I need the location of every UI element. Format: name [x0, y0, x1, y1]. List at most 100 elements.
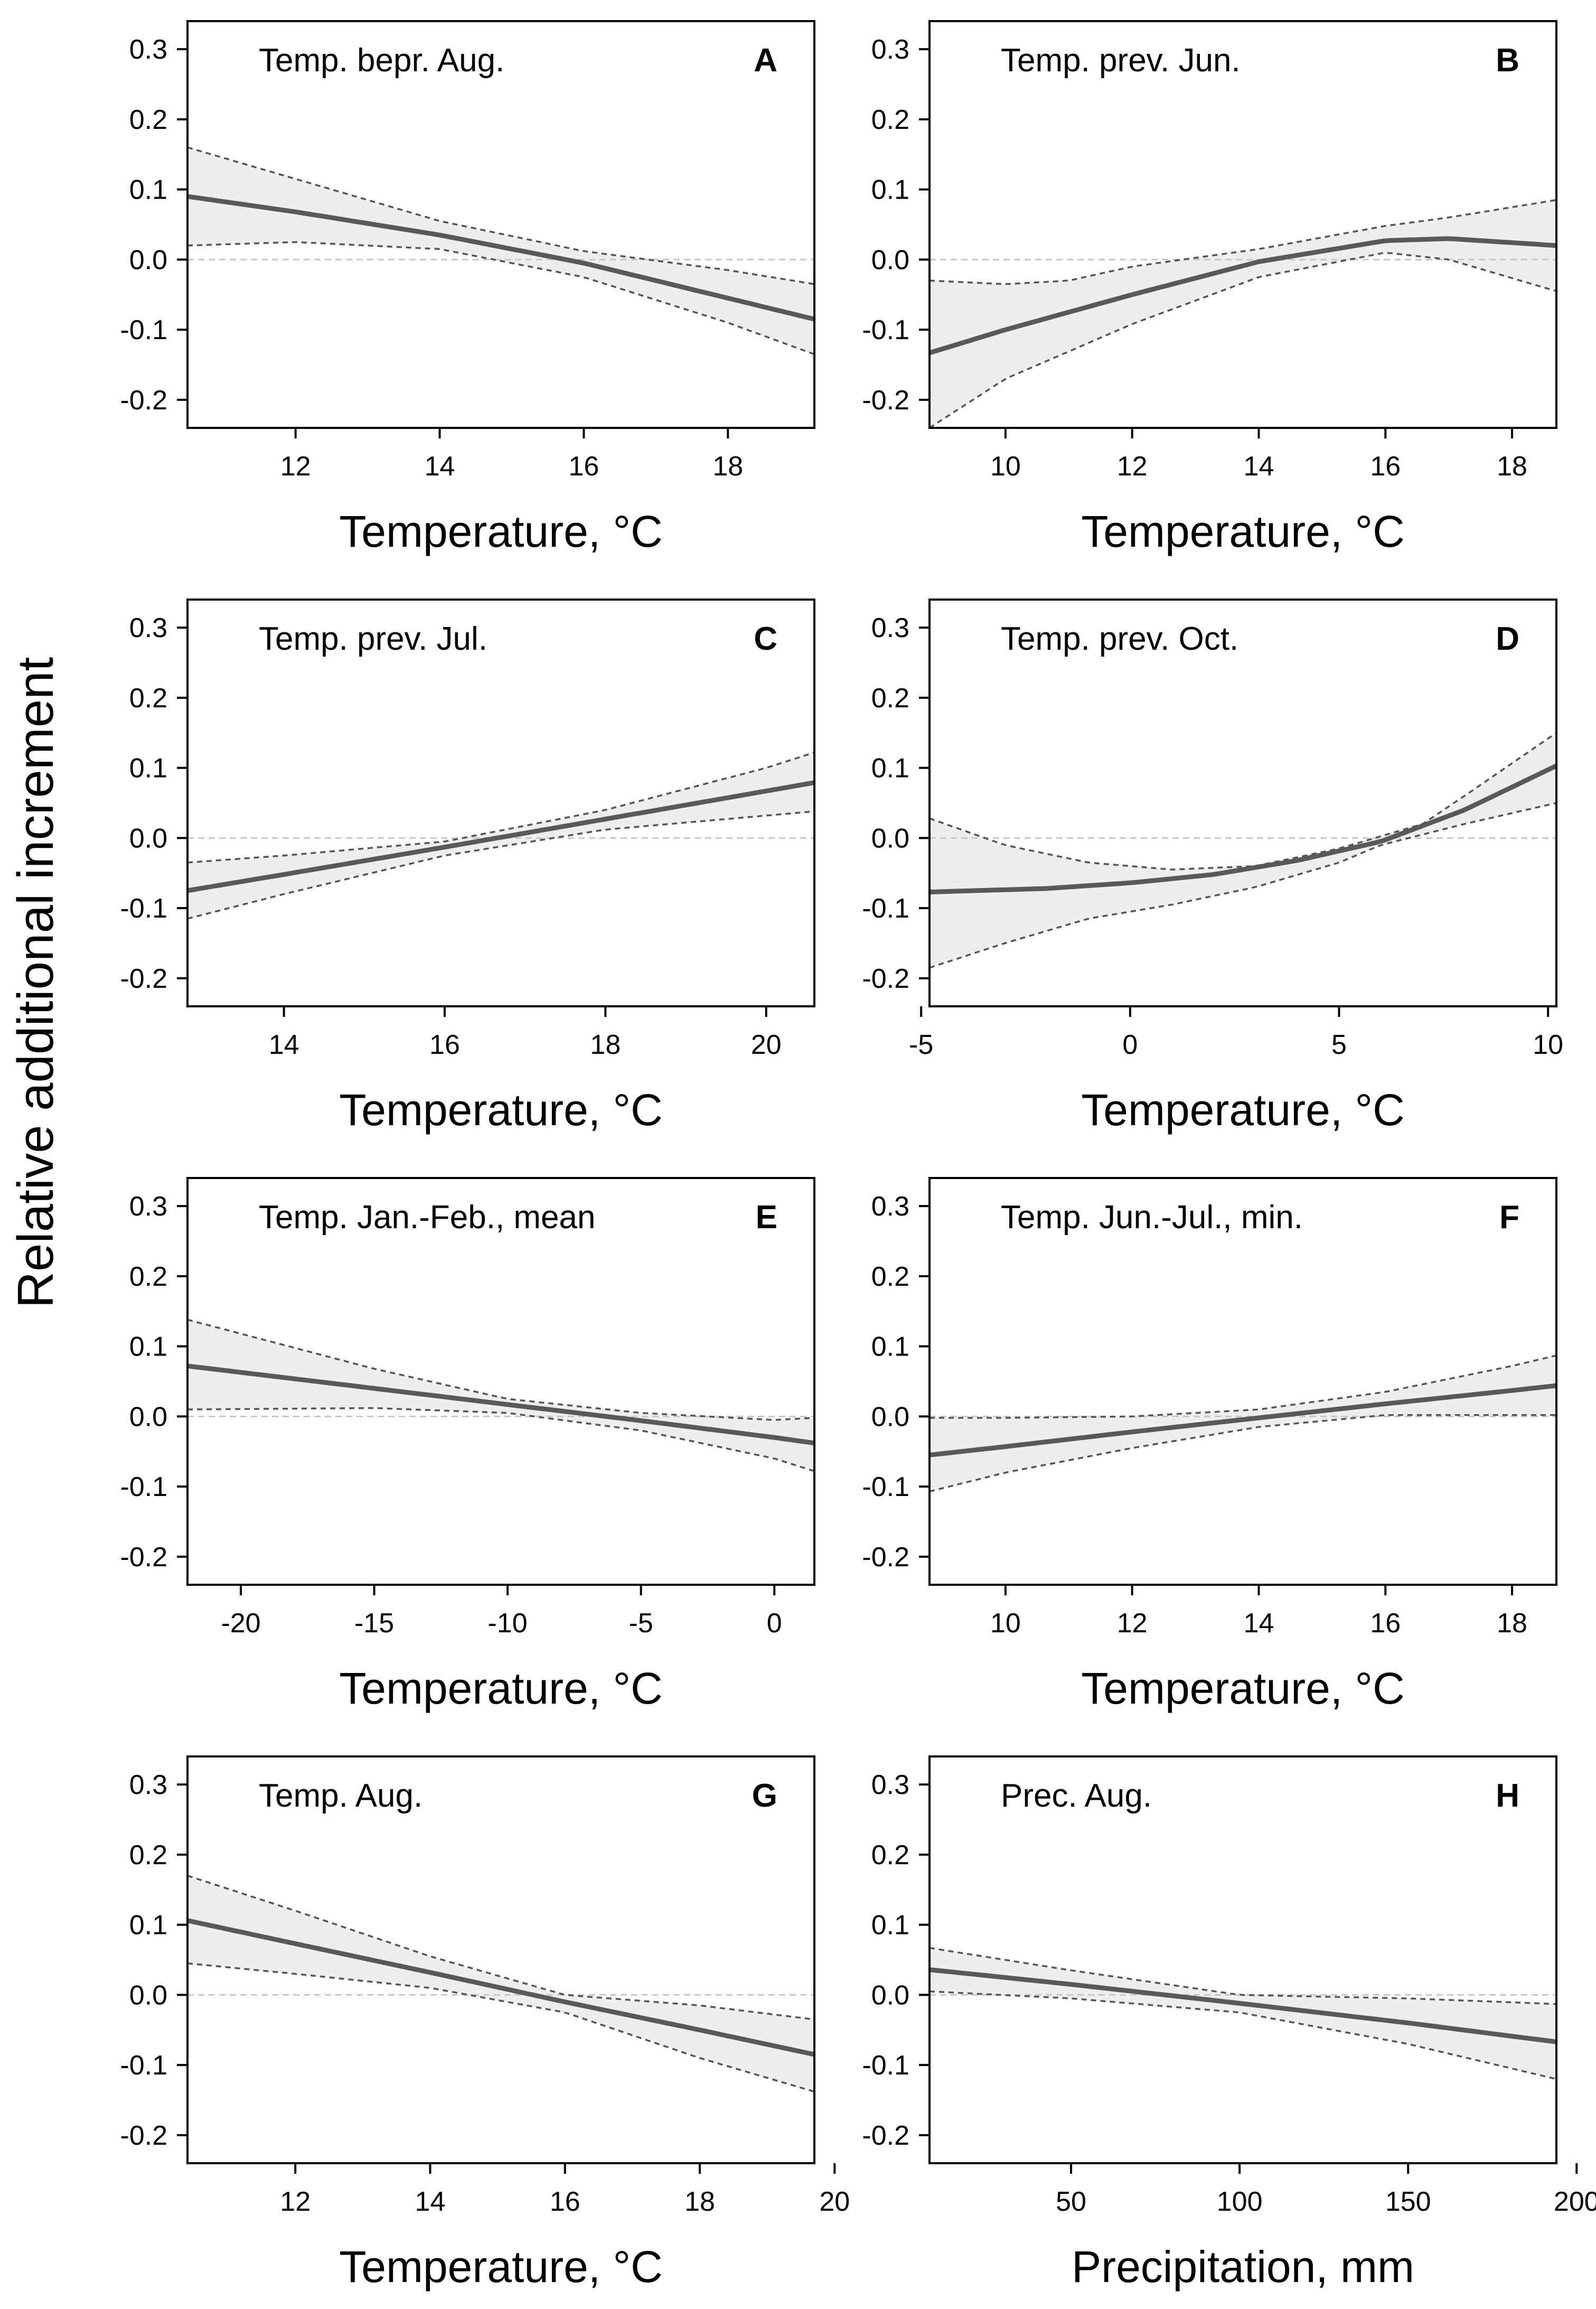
x-tick-label-g: 18 [684, 2186, 715, 2217]
fit-line-b [928, 236, 1557, 356]
y-tick-label-h: -0.1 [862, 2050, 909, 2081]
y-tick-label-c: -0.2 [120, 964, 167, 994]
x-tick-label-f: 18 [1497, 1608, 1527, 1639]
x-tick-label-b: 12 [1117, 451, 1148, 482]
plot-frame-b [928, 20, 1557, 429]
y-tick-label-c: 0.2 [129, 683, 167, 714]
x-axis-title-b: Temperature, °C [1081, 507, 1405, 556]
fit-line-d [929, 763, 1557, 895]
y-tick-label-e: 0.2 [129, 1261, 167, 1292]
y-tick-label-a: 0.1 [129, 175, 167, 205]
ci-band-b [930, 200, 1556, 428]
x-tick-label-d: 0 [1122, 1030, 1138, 1060]
ci-lower-line-c [187, 810, 815, 920]
plot-frame-c [186, 599, 815, 1007]
x-tick-label-a: 16 [568, 451, 599, 482]
y-tick-label-c: 0.1 [129, 753, 167, 784]
y-tick-label-f: 0.0 [871, 1401, 909, 1432]
x-tick-label-a: 14 [425, 451, 455, 482]
ci-upper-line-a [187, 146, 815, 285]
y-tick-label-f: -0.2 [862, 1542, 909, 1573]
x-tick-label-c: 18 [590, 1030, 621, 1060]
panel-title-d: Temp. prev. Oct. [1001, 621, 1238, 657]
y-tick-label-g: -0.1 [120, 2050, 167, 2081]
fit-line-e [187, 1363, 815, 1446]
x-tick-label-c: 16 [429, 1030, 460, 1060]
panel-b: -0.2 -0.1 0.0 0.1 0.2 0.3 10 12 14 16 18 Temperatur… [862, 20, 1557, 556]
y-tick-label-g: 0.0 [129, 1980, 167, 2011]
x-tick-label-e: -15 [354, 1608, 394, 1639]
panel-title-h: Prec. Aug. [1001, 1778, 1152, 1814]
y-tick-label-h: 0.1 [871, 1910, 909, 1941]
plot-frame-h [928, 1755, 1557, 2164]
y-tick-label-e: 0.1 [129, 1332, 167, 1362]
y-tick-label-a: 0.3 [129, 34, 167, 65]
plot-frame-f [928, 1177, 1557, 1586]
x-tick-label-b: 18 [1497, 451, 1527, 482]
fit-line-a [187, 194, 815, 322]
y-tick-label-e: 0.3 [129, 1191, 167, 1222]
x-tick-label-d: -5 [909, 1030, 933, 1060]
panel-title-a: Temp. bepr. Aug. [259, 42, 504, 79]
ci-lower-line-f [929, 1414, 1556, 1493]
x-tick-label-g: 20 [819, 2186, 850, 2217]
y-tick-label-f: 0.2 [871, 1261, 909, 1292]
x-tick-label-h: 100 [1217, 2186, 1263, 2217]
ci-band-f [930, 1355, 1556, 1492]
x-tick-label-g: 16 [550, 2186, 580, 2217]
x-tick-label-d: 5 [1331, 1030, 1347, 1060]
fit-line-h [929, 1967, 1557, 2044]
x-tick-label-g: 14 [415, 2186, 446, 2217]
ci-band-g [187, 1875, 814, 2092]
y-tick-label-d: 0.0 [871, 823, 909, 854]
plot-frame-g [186, 1755, 815, 2164]
ci-lower-line-a [187, 241, 815, 356]
ci-lower-line-b [929, 251, 1557, 429]
x-tick-label-f: 12 [1117, 1608, 1148, 1639]
ci-band-e [187, 1320, 814, 1471]
y-tick-label-e: -0.1 [120, 1472, 167, 1502]
ci-upper-line-e [187, 1319, 815, 1421]
ci-upper-line-d [929, 732, 1557, 871]
fit-line-g [187, 1918, 815, 2057]
ci-upper-line-c [187, 751, 815, 864]
panel-letter-a: A [754, 42, 777, 79]
x-axis-title-d: Temperature, °C [1081, 1085, 1405, 1135]
x-tick-label-e: -5 [629, 1608, 653, 1639]
ci-lower-line-e [187, 1407, 815, 1472]
y-tick-label-g: 0.2 [129, 1840, 167, 1871]
y-tick-label-b: -0.2 [862, 385, 909, 416]
y-tick-label-h: 0.0 [871, 1980, 909, 2011]
x-tick-label-c: 14 [269, 1030, 299, 1060]
x-tick-label-c: 20 [751, 1030, 782, 1060]
x-axis-title-e: Temperature, °C [339, 1663, 663, 1713]
x-tick-label-f: 10 [990, 1608, 1021, 1639]
panel-title-g: Temp. Aug. [259, 1778, 423, 1814]
y-tick-label-b: 0.3 [871, 34, 909, 65]
y-tick-label-a: 0.0 [129, 245, 167, 275]
fit-line-f [929, 1383, 1557, 1457]
ci-upper-line-b [929, 199, 1557, 285]
panel-title-f: Temp. Jun.-Jul., min. [1001, 1199, 1303, 1236]
y-tick-label-d: 0.3 [871, 613, 909, 643]
x-tick-label-b: 16 [1370, 451, 1401, 482]
y-tick-label-g: 0.1 [129, 1910, 167, 1941]
ci-lower-line-d [929, 802, 1557, 969]
x-tick-label-h: 150 [1385, 2186, 1431, 2217]
y-tick-label-h: 0.2 [871, 1840, 909, 1871]
y-tick-label-e: 0.0 [129, 1401, 167, 1432]
y-tick-label-b: 0.1 [871, 175, 909, 205]
y-tick-label-d: -0.2 [862, 964, 909, 994]
plot-frame-e [186, 1177, 815, 1586]
ci-lower-line-h [929, 1990, 1557, 2080]
plot-frame-a [186, 20, 815, 429]
x-tick-label-e: -20 [221, 1608, 260, 1639]
y-tick-label-a: -0.2 [120, 385, 167, 416]
ci-band-h [930, 1948, 1556, 2079]
panels-group: -0.2 -0.1 0.0 0.1 0.2 0.3 12 14 16 18 Temperature,… [120, 20, 1596, 2292]
y-tick-label-c: -0.1 [120, 893, 167, 924]
y-tick-label-g: -0.2 [120, 2120, 167, 2151]
y-tick-label-f: 0.1 [871, 1332, 909, 1362]
y-tick-label-h: 0.3 [871, 1770, 909, 1800]
